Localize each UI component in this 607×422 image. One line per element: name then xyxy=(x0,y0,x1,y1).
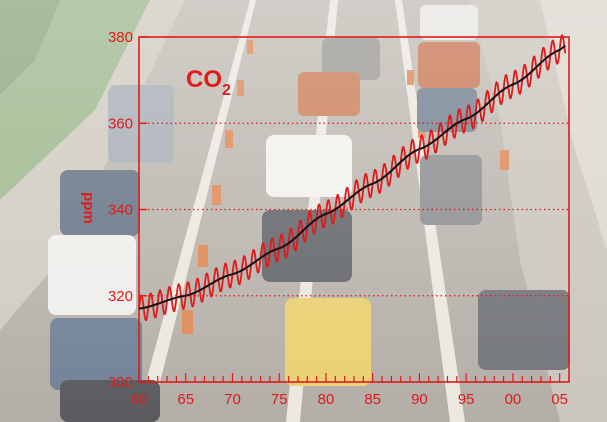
y-tick-label: 360 xyxy=(108,115,133,132)
x-tick-label: 00 xyxy=(505,391,522,408)
trend-co2-line xyxy=(138,44,566,310)
series-layer xyxy=(138,34,567,322)
y-axis-label: ppm xyxy=(80,192,97,224)
x-tick-label: 95 xyxy=(458,391,475,408)
x-tick-label: 90 xyxy=(411,391,428,408)
chart-title: CO2 xyxy=(186,66,231,99)
y-tick-label: 320 xyxy=(108,288,133,305)
gridlines xyxy=(139,122,569,297)
y-tick-label: 340 xyxy=(108,202,133,219)
x-tick-label: 85 xyxy=(364,391,381,408)
x-axis-ticks: 60 65 70 75 80 85 90 95 00 05 xyxy=(131,373,570,408)
x-tick-label: 65 xyxy=(177,391,194,408)
y-axis-ticks: 300 320 340 360 380 xyxy=(108,29,147,391)
x-tick-label: 70 xyxy=(224,391,241,408)
y-tick-label: 380 xyxy=(108,29,133,46)
x-tick-label: 80 xyxy=(318,391,335,408)
x-tick-label: 05 xyxy=(551,391,568,408)
x-tick-label: 75 xyxy=(271,391,288,408)
y-tick-label: 300 xyxy=(108,374,133,391)
x-tick-label: 60 xyxy=(131,391,148,408)
